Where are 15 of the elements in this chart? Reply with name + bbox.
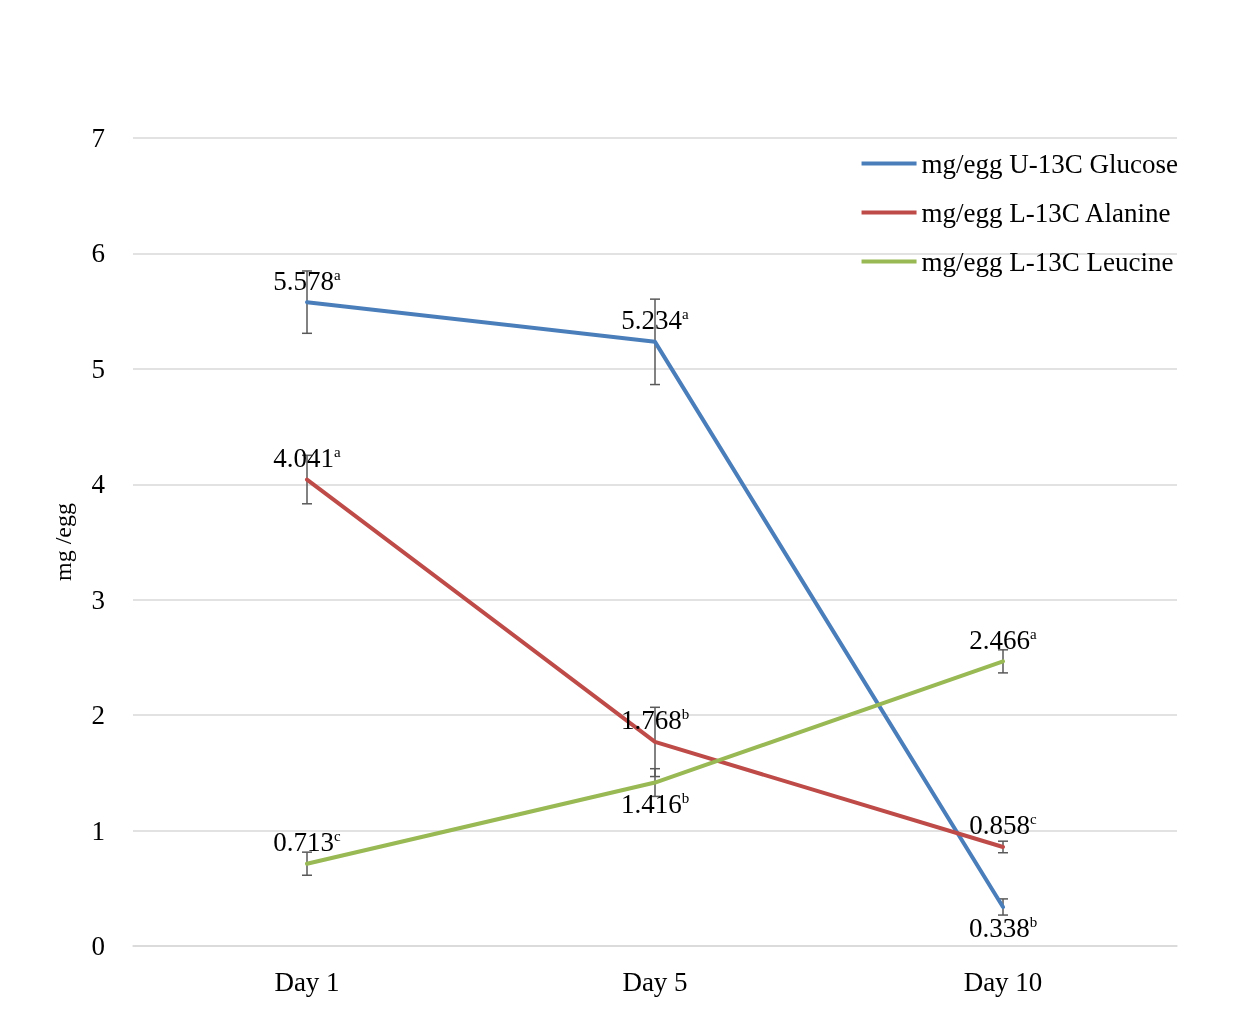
legend-label: mg/egg L-13C Leucine (921, 246, 1174, 277)
y-tick-label: 5 (91, 353, 105, 384)
y-tick-label: 0 (91, 931, 105, 961)
y-tick-label: 3 (91, 584, 105, 615)
legend-label: mg/egg L-13C Alanine (921, 197, 1171, 228)
x-tick-label: Day 1 (274, 966, 340, 997)
y-tick-label: 1 (91, 815, 105, 846)
y-axis-title: mg /egg (50, 503, 76, 581)
y-tick-label: 7 (91, 123, 105, 153)
x-tick-label: Day 10 (963, 966, 1043, 997)
x-tick-label: Day 5 (622, 966, 688, 997)
y-tick-label: 6 (91, 238, 105, 269)
legend-label: mg/egg U-13C Glucose (921, 148, 1179, 179)
y-tick-label: 4 (91, 469, 106, 500)
y-tick-label: 2 (91, 700, 105, 731)
